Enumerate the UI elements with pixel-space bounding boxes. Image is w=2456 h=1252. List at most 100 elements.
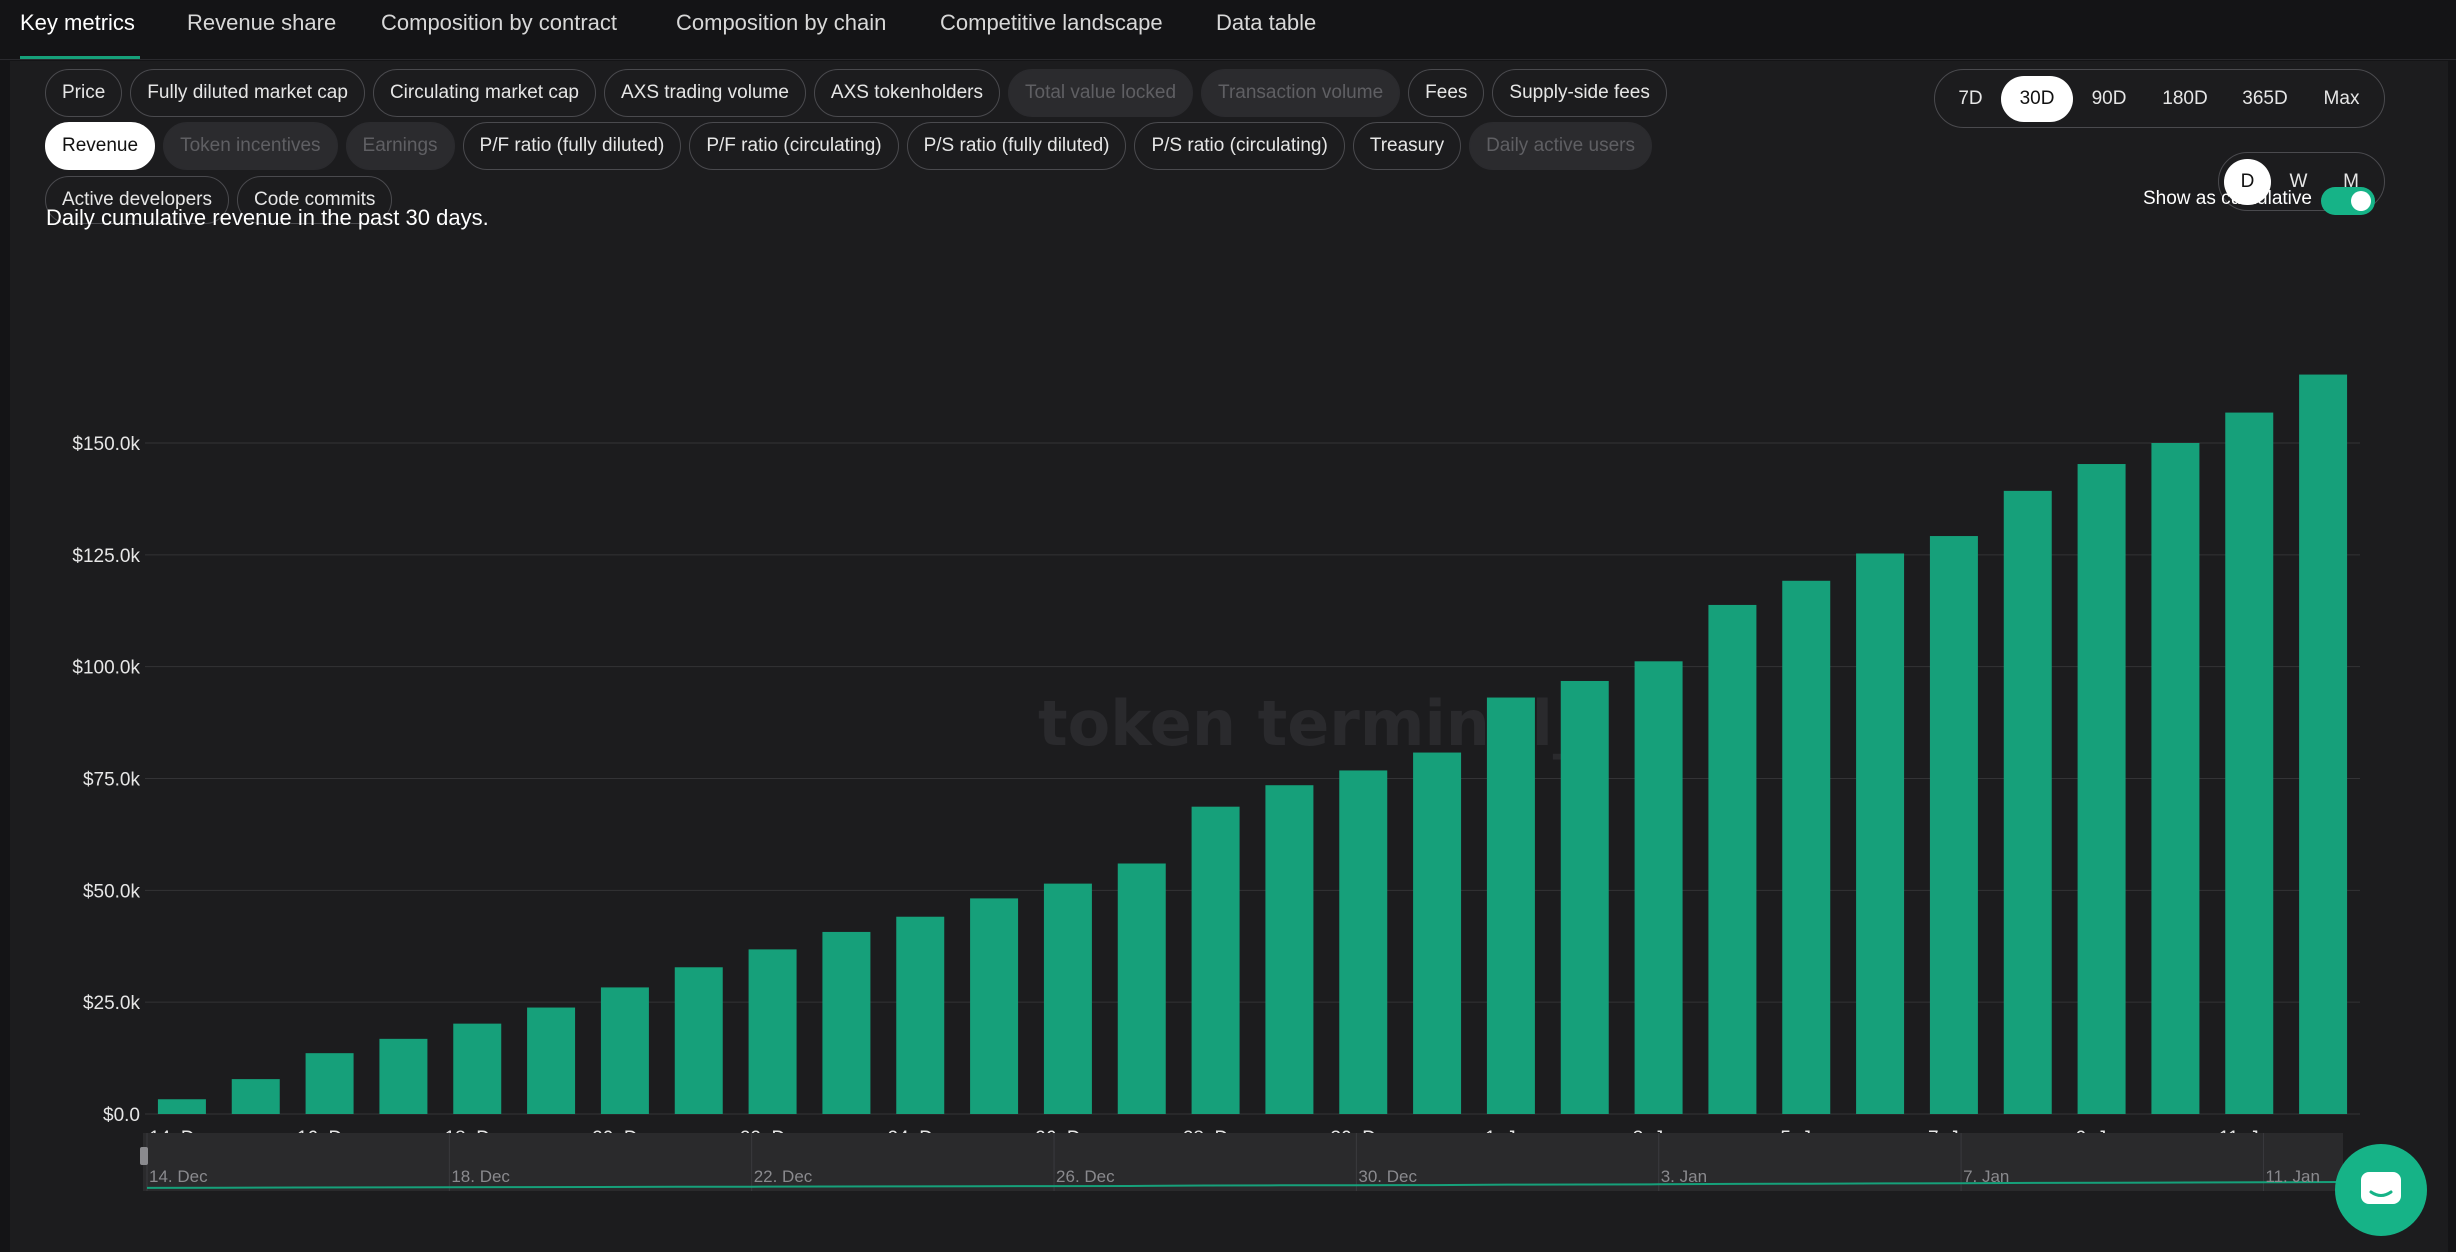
y-tick-label: $125.0k [72, 546, 140, 567]
pill-earnings: Earnings [345, 122, 455, 170]
bar-11-jan[interactable] [2225, 412, 2274, 1115]
pill-fully-diluted-market-cap[interactable]: Fully diluted market cap [130, 69, 365, 117]
navigator-label: 18. Dec [451, 1167, 510, 1186]
bar-21-dec[interactable] [674, 967, 723, 1114]
pill-supply-side-fees[interactable]: Supply-side fees [1492, 69, 1667, 117]
pill-circulating-market-cap[interactable]: Circulating market cap [372, 69, 596, 117]
range-365d-button[interactable]: 365D [2242, 87, 2288, 109]
y-tick-label: $0.0 [103, 1105, 140, 1126]
bar-2-jan[interactable] [1560, 680, 1609, 1114]
toggle-knob [2351, 191, 2371, 211]
pill-daily-active-users: Daily active users [1469, 122, 1652, 170]
cumulative-toggle[interactable] [2321, 187, 2375, 215]
navigator-label: 22. Dec [753, 1167, 813, 1186]
bar-3-jan[interactable] [1634, 661, 1683, 1114]
bar-12-jan[interactable] [2299, 374, 2348, 1115]
navigator-label: 30. Dec [1358, 1167, 1417, 1186]
pill-treasury[interactable]: Treasury [1352, 122, 1462, 170]
tab-key-metrics[interactable]: Key metrics [20, 10, 135, 35]
bar-27-dec[interactable] [1117, 863, 1166, 1114]
top-tabs: Key metrics Revenue share Composition by… [0, 0, 2456, 60]
pill-active-developers[interactable]: Active developers [45, 176, 229, 224]
y-tick-label: $75.0k [83, 770, 141, 791]
bar-23-dec[interactable] [822, 931, 871, 1114]
bar-25-dec[interactable] [970, 898, 1019, 1114]
cumulative-toggle-label: Show as cumulative [2143, 188, 2312, 209]
tab-data-table[interactable]: Data table [1216, 10, 1317, 35]
bar-5-jan[interactable] [1782, 580, 1831, 1114]
range-180d-button[interactable]: 180D [2162, 87, 2208, 109]
metric-pills-row-3: Active developers Code commits [45, 176, 393, 224]
grid-lines [145, 442, 2360, 1115]
pill-ps-ratio-circulating[interactable]: P/S ratio (circulating) [1134, 122, 1345, 170]
pill-transaction-volume: Transaction volume [1201, 69, 1401, 117]
bar-31-dec[interactable] [1413, 752, 1462, 1114]
bar-7-jan[interactable] [1929, 536, 1978, 1114]
bar-18-dec[interactable] [453, 1023, 502, 1114]
bar-26-dec[interactable] [1043, 883, 1092, 1114]
bar-10-jan[interactable] [2151, 443, 2200, 1114]
bar-24-dec[interactable] [896, 916, 945, 1114]
granularity-day-button[interactable]: D [2224, 158, 2271, 205]
y-tick-label: $150.0k [72, 434, 140, 455]
navigator-label: 3. Jan [1660, 1167, 1708, 1186]
pill-code-commits[interactable]: Code commits [236, 176, 393, 224]
y-axis-ticks: $0.0 $25.0k $50.0k $75.0k $100.0k $125.0k $150… [72, 434, 140, 1126]
y-tick-label: $100.0k [72, 658, 140, 679]
navigator-label: 7. Jan [1963, 1167, 2010, 1186]
granularity-selector: D W M [2218, 152, 2385, 211]
bar-4-jan[interactable] [1708, 604, 1757, 1114]
active-tab-indicator [20, 56, 140, 59]
bars [157, 374, 2348, 1115]
range-7d-button[interactable]: 7D [1958, 87, 1983, 109]
bar-17-dec[interactable] [379, 1038, 428, 1114]
range-navigator[interactable] [143, 1133, 2343, 1191]
bar-28-dec[interactable] [1191, 806, 1240, 1114]
chat-icon [2361, 1172, 2401, 1204]
navigator-label: 11. Jan [2265, 1167, 2320, 1186]
bar-6-jan[interactable] [1856, 553, 1905, 1114]
pill-pf-ratio-circulating[interactable]: P/F ratio (circulating) [689, 122, 899, 170]
chat-support-button[interactable] [2335, 1144, 2427, 1236]
bar-19-dec[interactable] [527, 1007, 576, 1114]
y-tick-label: $50.0k [83, 881, 141, 902]
y-tick-label: $25.0k [83, 993, 141, 1014]
pill-token-incentives: Token incentives [163, 122, 338, 170]
range-max-button[interactable]: Max [2323, 87, 2360, 109]
bar-16-dec[interactable] [305, 1053, 354, 1114]
pill-price[interactable]: Price [45, 69, 123, 117]
tab-revenue-share[interactable]: Revenue share [187, 10, 337, 35]
tab-composition-by-chain[interactable]: Composition by chain [676, 10, 887, 35]
pill-total-value-locked: Total value locked [1008, 69, 1194, 117]
navigator-left-handle[interactable] [140, 1147, 148, 1165]
time-range-selector: 7D 30D 90D 180D 365D Max [1934, 69, 2385, 128]
pill-revenue[interactable]: Revenue [45, 122, 156, 170]
navigator-series [146, 1133, 2340, 1191]
pill-fees[interactable]: Fees [1408, 69, 1485, 117]
bar-29-dec[interactable] [1265, 785, 1314, 1114]
metric-pills-row-2: Revenue Token incentives Earnings P/F ra… [45, 122, 1652, 170]
pill-ps-ratio-fully-diluted[interactable]: P/S ratio (fully diluted) [906, 122, 1127, 170]
bar-22-dec[interactable] [748, 949, 797, 1114]
pill-pf-ratio-fully-diluted[interactable]: P/F ratio (fully diluted) [462, 122, 682, 170]
bar-9-jan[interactable] [2077, 464, 2126, 1114]
chart-subtitle: Daily cumulative revenue in the past 30 … [46, 205, 489, 230]
tab-competitive-landscape[interactable]: Competitive landscape [940, 10, 1163, 35]
navigator-label: 26. Dec [1056, 1167, 1115, 1186]
range-90d-button[interactable]: 90D [2091, 87, 2127, 109]
bar-14-dec[interactable] [157, 1099, 206, 1114]
pill-axs-tokenholders[interactable]: AXS tokenholders [813, 69, 1000, 117]
bar-15-dec[interactable] [231, 1079, 280, 1114]
bar-1-jan[interactable] [1486, 697, 1535, 1114]
pill-axs-trading-volume[interactable]: AXS trading volume [603, 69, 806, 117]
bar-20-dec[interactable] [600, 987, 649, 1114]
metric-pills-row-1: Price Fully diluted market cap Circulati… [45, 69, 1667, 117]
navigator-label: 14. Dec [149, 1167, 208, 1186]
tab-composition-by-contract[interactable]: Composition by contract [381, 10, 617, 35]
bar-30-dec[interactable] [1339, 770, 1388, 1114]
granularity-week-button[interactable]: W [2289, 170, 2308, 192]
bar-8-jan[interactable] [2003, 490, 2052, 1115]
range-30d-button[interactable]: 30D [2001, 75, 2073, 122]
granularity-month-button[interactable]: M [2343, 170, 2359, 192]
